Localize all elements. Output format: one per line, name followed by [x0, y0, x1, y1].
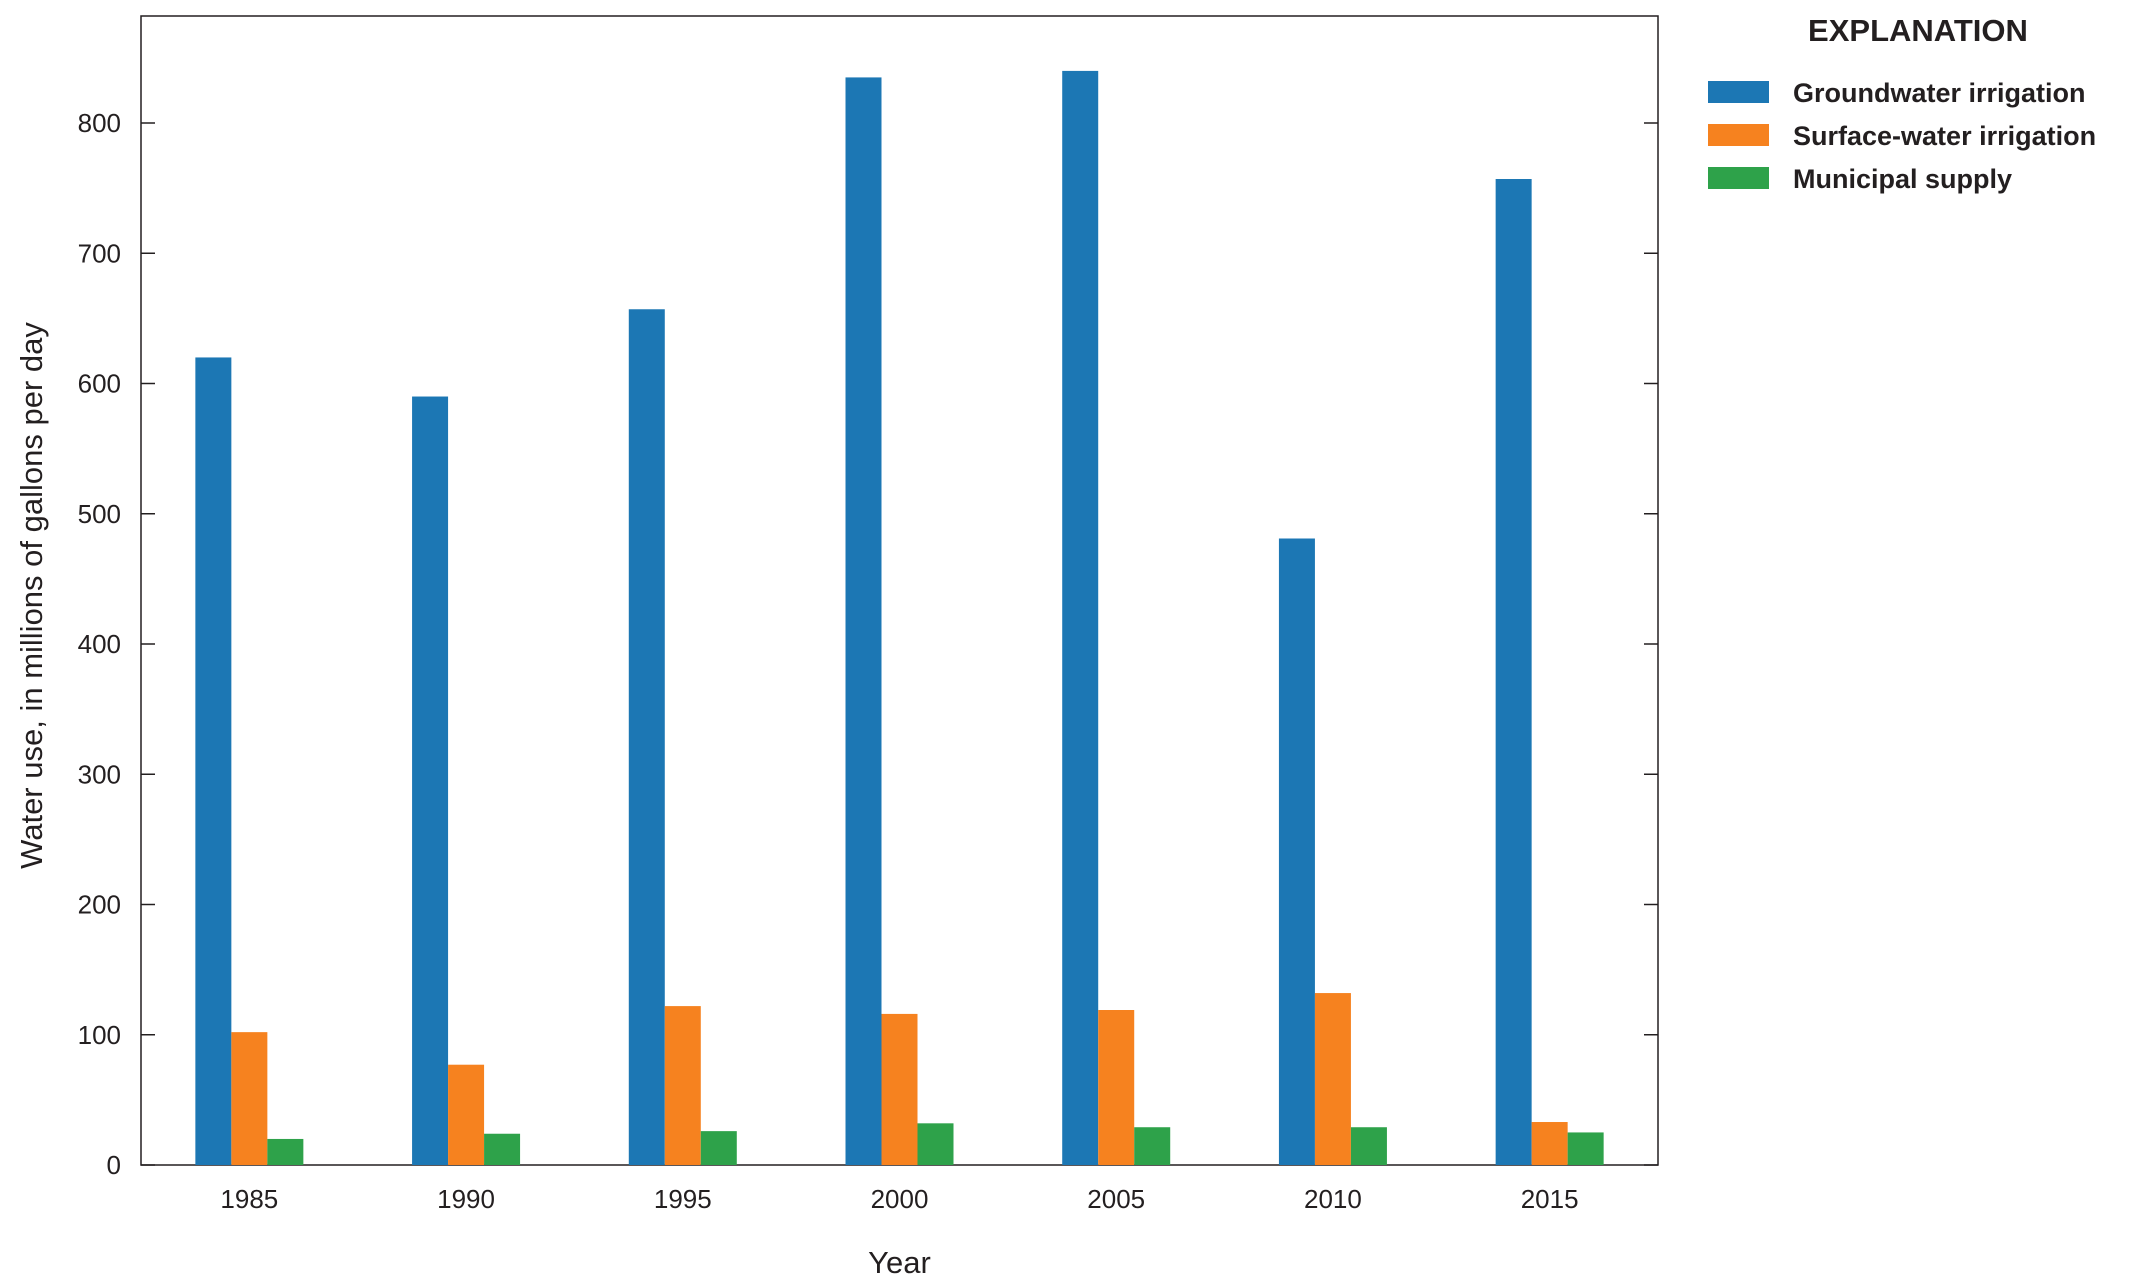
plot-frame [140, 15, 1659, 1166]
bar-municipal-supply-2005 [1134, 1127, 1171, 1165]
x-tick-label: 2010 [1304, 1184, 1362, 1214]
y-axis-label: Water use, in millions of gallons per da… [14, 322, 49, 869]
bar-groundwater-irrigation-1990 [412, 396, 449, 1165]
x-tick-label: 2000 [871, 1184, 929, 1214]
bar-municipal-supply-2010 [1350, 1127, 1387, 1165]
bar-municipal-supply-2000 [917, 1123, 954, 1165]
legend-label: Surface-water irrigation [1793, 121, 2096, 151]
x-tick-label: 1995 [654, 1184, 712, 1214]
bar-surface-water-irrigation-1990 [448, 1064, 485, 1165]
bar-surface-water-irrigation-2000 [881, 1013, 918, 1165]
y-tick-label: 300 [78, 759, 121, 789]
y-tick-label: 800 [78, 108, 121, 138]
bar-municipal-supply-1990 [484, 1133, 521, 1165]
bar-surface-water-irrigation-2005 [1098, 1010, 1135, 1165]
bar-groundwater-irrigation-2010 [1278, 538, 1315, 1165]
bar-surface-water-irrigation-2010 [1314, 993, 1351, 1165]
legend-swatch [1708, 167, 1769, 189]
bar-groundwater-irrigation-1985 [195, 357, 232, 1165]
bar-municipal-supply-1995 [700, 1131, 737, 1165]
bar-groundwater-irrigation-2000 [845, 77, 882, 1166]
bar-groundwater-irrigation-2015 [1495, 179, 1532, 1165]
x-axis-label: Year [868, 1245, 931, 1280]
y-tick-label: 0 [107, 1150, 121, 1180]
x-tick-label: 2005 [1087, 1184, 1145, 1214]
bar-groundwater-irrigation-1995 [628, 309, 665, 1165]
bar-groundwater-irrigation-2005 [1062, 70, 1099, 1165]
bar-municipal-supply-1985 [267, 1138, 304, 1165]
y-tick-label: 600 [78, 369, 121, 399]
x-tick-label: 2015 [1521, 1184, 1579, 1214]
legend-label: Municipal supply [1793, 164, 2012, 194]
legend-swatch [1708, 81, 1769, 103]
y-tick-label: 500 [78, 499, 121, 529]
bar-surface-water-irrigation-1985 [231, 1032, 268, 1165]
legend-title: EXPLANATION [1808, 13, 2028, 48]
y-tick-label: 700 [78, 238, 121, 268]
bar-municipal-supply-2015 [1567, 1132, 1604, 1165]
y-tick-label: 200 [78, 890, 121, 920]
legend-label: Groundwater irrigation [1793, 78, 2086, 108]
bar-surface-water-irrigation-2015 [1531, 1122, 1568, 1165]
x-tick-label: 1985 [220, 1184, 278, 1214]
x-tick-label: 1990 [437, 1184, 495, 1214]
y-tick-label: 400 [78, 629, 121, 659]
legend-swatch [1708, 124, 1769, 146]
y-tick-label: 100 [78, 1020, 121, 1050]
bar-surface-water-irrigation-1995 [664, 1006, 701, 1165]
